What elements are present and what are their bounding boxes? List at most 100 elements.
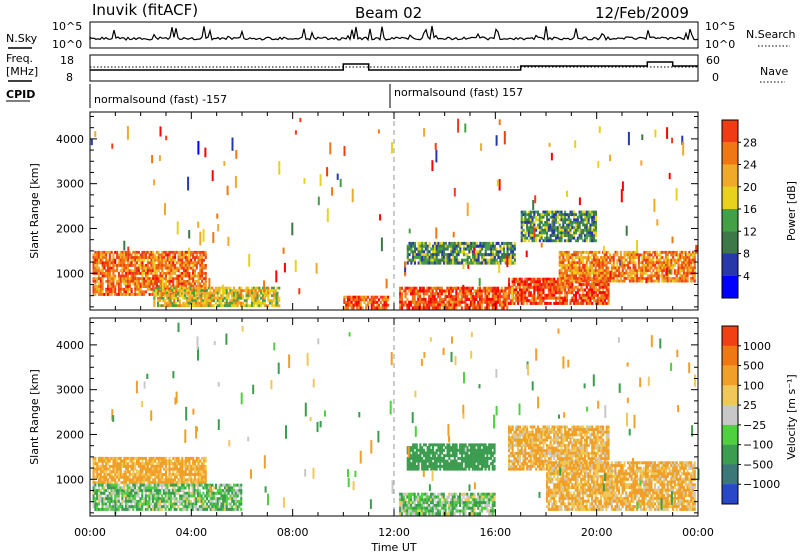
heatmap-cell-power-data-2: [374, 296, 376, 299]
heatmap-cell-power-data-3: [399, 287, 401, 290]
heatmap-cell-power-data-6: [600, 269, 602, 272]
heatmap-cell-power-data-4: [503, 242, 505, 245]
heatmap-cell-vel-data-1: [105, 505, 107, 508]
heatmap-cell-power-data-4: [490, 262, 492, 265]
heatmap-cell-vel-data-0: [150, 462, 152, 465]
heatmap-cell-vel-data-0: [174, 478, 176, 481]
heatmap-cell-power-data-6: [676, 251, 678, 254]
heatmap-cell-vel-data-0: [102, 481, 104, 484]
heatmap-cell-power-data-4: [468, 242, 470, 245]
heatmap-cell-vel-data-0: [154, 465, 156, 468]
heatmap-cell-power-data-2: [343, 298, 345, 301]
heatmap-cell-power-data-5: [519, 283, 521, 286]
heatmap-cell-power-data-0: [183, 254, 185, 257]
heatmap-cell-vel-data-0: [140, 473, 142, 476]
heatmap-cell-power-data-2: [347, 296, 349, 299]
heatmap-cell-vel-data-0: [103, 476, 105, 479]
heatmap-cell-power-data-1: [209, 294, 211, 297]
heatmap-cell-power-data-5: [541, 289, 543, 292]
heatmap-cell-power-data-7: [580, 218, 582, 221]
heatmap-cell-vel-data-1: [100, 492, 102, 495]
heatmap-cell-vel-data-0: [109, 470, 111, 473]
heatmap-cell-power-data-5: [533, 280, 535, 283]
scatter-echo: [423, 128, 425, 137]
heatmap-cell-power-data-6: [679, 256, 681, 259]
heatmap-cell-power-data-4: [483, 262, 485, 265]
heatmap-cell-vel-data-0: [161, 476, 163, 479]
heatmap-cell-power-data-0: [140, 254, 142, 257]
heatmap-cell-vel-data-0: [160, 476, 162, 479]
heatmap-cell-power-data-0: [181, 280, 183, 283]
heatmap-cell-power-data-6: [559, 280, 561, 283]
heatmap-cell-power-data-7: [589, 232, 591, 235]
heatmap-cell-vel-data-0: [147, 468, 149, 471]
heatmap-cell-vel-data-0: [145, 473, 147, 476]
heatmap-cell-power-data-0: [194, 256, 196, 259]
heatmap-cell-power-data-6: [642, 280, 644, 283]
colorbar-tick-label: 4: [743, 270, 750, 283]
heatmap-cell-power-data-3: [474, 295, 476, 298]
heatmap-cell-power-data-5: [557, 289, 559, 292]
heatmap-cell-power-data-4: [496, 253, 498, 256]
heatmap-cell-power-data-4: [421, 250, 423, 253]
heatmap-cell-power-data-7: [577, 218, 579, 221]
heatmap-cell-vel-data-1: [156, 503, 158, 506]
heatmap-cell-power-data-7: [524, 237, 526, 240]
heatmap-cell-power-data-6: [602, 259, 604, 262]
heatmap-cell-power-data-0: [118, 256, 120, 259]
scatter-echo: [162, 278, 164, 292]
heatmap-cell-vel-data-0: [94, 468, 96, 471]
heatmap-cell-power-data-5: [537, 291, 539, 294]
heatmap-cell-power-data-7: [573, 218, 575, 221]
heatmap-cell-vel-data-0: [114, 473, 116, 476]
scatter-echo: [457, 119, 459, 133]
heatmap-cell-vel-data-1: [170, 497, 172, 500]
heatmap-cell-power-data-1: [199, 297, 201, 300]
heatmap-cell-power-data-5: [588, 283, 590, 286]
heatmap-cell-power-data-0: [201, 261, 203, 264]
heatmap-cell-vel-data-1: [123, 495, 125, 498]
heatmap-cell-vel-data-0: [181, 470, 183, 473]
heatmap-cell-power-data-0: [109, 272, 111, 275]
heatmap-cell-power-data-1: [195, 299, 197, 302]
heatmap-cell-power-data-1: [179, 287, 181, 290]
heatmap-cell-power-data-7: [537, 213, 539, 216]
heatmap-cell-power-data-5: [548, 302, 550, 305]
heatmap-cell-power-data-6: [661, 267, 663, 270]
heatmap-cell-vel-data-0: [107, 473, 109, 476]
heatmap-cell-power-data-0: [134, 285, 136, 288]
heatmap-cell-vel-data-0: [176, 462, 178, 465]
heatmap-cell-power-data-2: [382, 304, 384, 307]
heatmap-cell-power-data-7: [579, 229, 581, 232]
heatmap-cell-power-data-0: [183, 256, 185, 259]
heatmap-cell-power-data-1: [157, 299, 159, 302]
heatmap-cell-power-data-0: [147, 272, 149, 275]
heatmap-cell-power-data-7: [546, 239, 548, 242]
heatmap-cell-power-data-6: [656, 269, 658, 272]
heatmap-cell-power-data-5: [517, 283, 519, 286]
heatmap-cell-power-data-0: [107, 290, 109, 293]
heatmap-cell-power-data-6: [595, 259, 597, 262]
heatmap-cell-power-data-3: [472, 287, 474, 290]
heatmap-cell-vel-data-1: [109, 508, 111, 511]
heatmap-cell-power-data-0: [143, 285, 145, 288]
heatmap-cell-vel-data-1: [136, 489, 138, 492]
heatmap-cell-vel-data-0: [105, 481, 107, 484]
heatmap-cell-power-data-1: [233, 297, 235, 300]
heatmap-cell-vel-data-0: [143, 476, 145, 479]
freq-left-label-2: [MHz]: [6, 65, 38, 78]
heatmap-cell-power-data-4: [438, 245, 440, 248]
heatmap-cell-power-data-0: [205, 277, 207, 280]
heatmap-cell-power-data-0: [192, 277, 194, 280]
heatmap-cell-power-data-6: [688, 254, 690, 257]
heatmap-cell-power-data-1: [229, 292, 231, 295]
heatmap-cell-power-data-7: [579, 211, 581, 214]
heatmap-cell-power-data-3: [497, 301, 499, 304]
heatmap-cell-power-data-4: [512, 256, 514, 259]
heatmap-cell-power-data-4: [496, 248, 498, 251]
heatmap-cell-power-data-0: [116, 256, 118, 259]
heatmap-cell-vel-data-1: [112, 489, 114, 492]
heatmap-cell-power-data-6: [586, 277, 588, 280]
heatmap-cell-power-data-1: [181, 304, 183, 307]
heatmap-cell-power-data-4: [456, 262, 458, 265]
